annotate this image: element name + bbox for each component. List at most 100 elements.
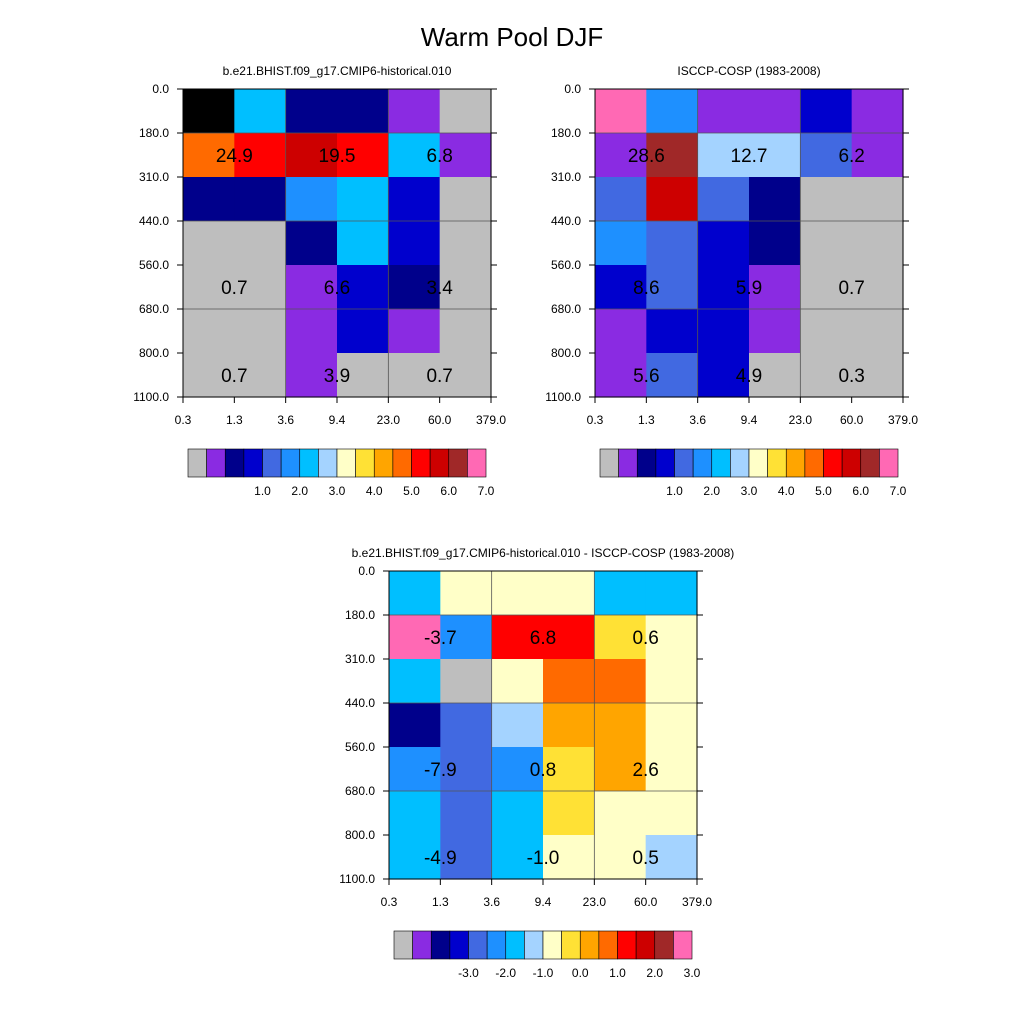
colorbar-tick-label: 3.0 xyxy=(329,484,346,498)
colorbar-swatch xyxy=(767,448,787,478)
heatmap-cell xyxy=(645,571,698,616)
heatmap-cell xyxy=(594,835,647,880)
heatmap-cell xyxy=(595,133,647,178)
colorbar-swatch xyxy=(206,448,226,478)
block-value-label: 0.7 xyxy=(426,366,452,387)
block-value-label: 5.6 xyxy=(633,366,659,387)
heatmap-cell xyxy=(183,221,235,266)
y-tick-label: 180.0 xyxy=(345,608,375,622)
heatmap-cell xyxy=(285,221,338,266)
colorbar-swatch xyxy=(280,448,301,478)
heatmap-cell xyxy=(440,703,493,748)
heatmap-cell xyxy=(183,177,235,222)
colorbar-swatch xyxy=(318,448,338,478)
block-value-label: 24.9 xyxy=(216,146,253,167)
block-value-label: 0.6 xyxy=(632,628,658,649)
heatmap-cell xyxy=(595,265,647,310)
heatmap-cell xyxy=(337,133,389,178)
block-value-label: 3.9 xyxy=(324,366,350,387)
colorbar-tick-label: 3.0 xyxy=(684,966,701,980)
colorbar-tick-label: 2.0 xyxy=(646,966,663,980)
heatmap-cell xyxy=(337,221,389,266)
heatmap-cell xyxy=(388,221,441,266)
block-value-label: 0.7 xyxy=(221,366,247,387)
colorbar-swatch xyxy=(449,930,469,960)
colorbar-swatch xyxy=(841,448,862,478)
panel-title: b.e21.BHIST.f09_g17.CMIP6-historical.010 xyxy=(223,64,452,78)
heatmap-cell xyxy=(491,703,544,748)
heatmap-cell xyxy=(389,571,441,616)
heatmap-cell xyxy=(645,615,698,660)
heatmap-cell xyxy=(440,835,493,880)
heatmap-cell xyxy=(697,309,750,354)
x-tick-label: 1.3 xyxy=(432,895,449,909)
y-tick-label: 310.0 xyxy=(139,170,169,184)
heatmap-cell xyxy=(595,177,647,222)
block-value-label: 0.8 xyxy=(530,760,556,781)
colorbar-swatch xyxy=(187,448,207,478)
heatmap-cell xyxy=(851,265,904,310)
heatmap-cell xyxy=(388,89,441,134)
colorbar-swatch xyxy=(392,448,412,478)
heatmap-cell xyxy=(851,133,904,178)
y-tick-label: 440.0 xyxy=(551,214,581,228)
heatmap-cell xyxy=(645,791,698,836)
heatmap-cell xyxy=(697,265,750,310)
heatmap-cell xyxy=(440,571,493,616)
heatmap-cell xyxy=(389,747,441,792)
block-value-label: 5.9 xyxy=(736,278,762,299)
heatmap-cell xyxy=(851,353,904,398)
y-tick-label: 440.0 xyxy=(139,214,169,228)
heatmap-cell xyxy=(388,309,441,354)
y-tick-label: 0.0 xyxy=(358,564,375,578)
colorbar-tick-label: 1.0 xyxy=(666,484,683,498)
heatmap-cell xyxy=(595,221,647,266)
heatmap-cell xyxy=(697,89,750,134)
heatmap-cell xyxy=(594,747,647,792)
heatmap-cell xyxy=(389,835,441,880)
heatmap-cell xyxy=(749,221,801,266)
heatmap-cell xyxy=(285,353,338,398)
heatmap-cell xyxy=(439,309,492,354)
heatmap-cell xyxy=(645,835,698,880)
heatmap-cell xyxy=(491,615,544,660)
x-tick-label: 23.0 xyxy=(377,413,401,427)
y-tick-label: 1100.0 xyxy=(133,390,169,404)
colorbar-swatch xyxy=(860,448,880,478)
heatmap-cell xyxy=(543,703,595,748)
heatmap-cell xyxy=(439,221,492,266)
heatmap-cell xyxy=(388,353,441,398)
y-tick-label: 440.0 xyxy=(345,696,375,710)
heatmap-cell xyxy=(646,265,699,310)
block-value-label: 8.6 xyxy=(633,278,659,299)
heatmap-cell xyxy=(440,747,493,792)
heatmap-cell xyxy=(183,133,235,178)
heatmap-cell xyxy=(285,309,338,354)
colorbar-tick-label: -3.0 xyxy=(458,966,479,980)
figure-title: Warm Pool DJF xyxy=(421,22,604,52)
heatmap-cell xyxy=(800,309,853,354)
heatmap-cell xyxy=(543,659,595,704)
heatmap-cell xyxy=(594,659,647,704)
heatmap-cell xyxy=(749,309,801,354)
heatmap-cell xyxy=(439,353,492,398)
heatmap-cell xyxy=(851,89,904,134)
colorbar-swatch xyxy=(262,448,282,478)
panel-title: b.e21.BHIST.f09_g17.CMIP6-historical.010… xyxy=(352,546,735,560)
x-tick-label: 0.3 xyxy=(175,413,192,427)
heatmap-cell xyxy=(851,177,904,222)
colorbar-swatch xyxy=(224,448,245,478)
heatmap-cell xyxy=(543,835,595,880)
heatmap-cell xyxy=(439,133,492,178)
block-value-label: 0.7 xyxy=(221,278,247,299)
heatmap-cell xyxy=(646,309,699,354)
colorbar-tick-label: 5.0 xyxy=(815,484,832,498)
x-tick-label: 379.0 xyxy=(682,895,712,909)
heatmap-cell xyxy=(595,89,647,134)
colorbar-swatch xyxy=(673,930,693,960)
y-tick-label: 560.0 xyxy=(551,258,581,272)
block-value-label: 6.6 xyxy=(324,278,350,299)
block-value-label: 19.5 xyxy=(319,146,356,167)
heatmap-cell xyxy=(749,265,801,310)
block-value-label: -7.9 xyxy=(424,760,457,781)
